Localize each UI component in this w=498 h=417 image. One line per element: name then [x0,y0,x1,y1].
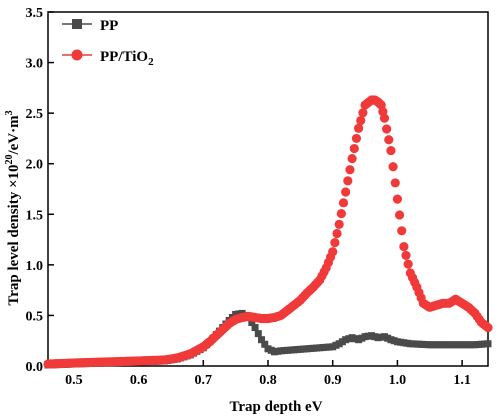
pp-point [251,324,259,332]
y-tick-label: 2.0 [26,158,44,173]
x-tick-label: 1.1 [453,373,471,388]
pp-tio2-point [390,178,400,188]
pp-tio2-point [345,165,355,175]
series-layer [43,95,493,369]
y-axis-title: Trap level density ×1020/eV·m3 [4,110,22,305]
pp-point [484,340,492,348]
legend-pp-label: PP [100,18,118,34]
pp-tio2-point [328,247,338,257]
pp-tio2-point [394,210,405,220]
pp-tio2-point [399,242,409,252]
pp-tio2-point [343,176,353,186]
pp-tio2-point [341,187,351,197]
x-tick-label: 0.8 [259,373,277,388]
y-tick-label: 1.0 [26,259,44,274]
pp-tio2-point [382,124,392,134]
legend-pp-marker [72,19,82,29]
pp-tio2-point [330,238,340,248]
pp-point [248,319,256,327]
pp-tio2-point [349,143,359,154]
pp-tio2-point [353,123,364,133]
x-axis-title: Trap depth eV [229,399,322,415]
pp-tio2-point [334,219,344,229]
pp-tio2-point [351,133,362,144]
pp-tio2-point [358,108,368,118]
pp-tio2-point [392,194,403,204]
x-tick-label: 0.5 [65,373,83,388]
pp-tio2-point [332,228,342,239]
axes: 0.5 0.6 0.7 0.8 0.9 1.0 1.1 0.0 0.5 1.0 1.5 2.0 2.5 3… [26,6,489,388]
plot-frame [47,11,489,367]
y-tick-label: 3.0 [26,57,44,72]
y-tick-label: 1.5 [26,208,44,223]
pp-tio2-point [388,162,398,172]
y-tick-label: 0.5 [26,309,44,324]
y-tick-label: 2.5 [26,107,44,122]
legend-tio2-label: PP/TiO2 [100,49,154,68]
pp-tio2-point [401,250,411,261]
series-pp-tio2 [43,95,493,369]
pp-tio2-point [336,209,346,219]
pp-tio2-point [397,226,407,236]
pp-tio2-point [379,113,390,123]
legend: PP PP/TiO2 [62,18,154,68]
y-tick-label: 3.5 [26,6,44,21]
pp-point [258,336,266,344]
x-tick-label: 0.9 [324,373,342,388]
pp-tio2-point [338,198,349,208]
pp-point [254,330,262,338]
legend-tio2-marker [71,49,83,61]
pp-tio2-point [386,145,396,156]
pp-tio2-point [384,135,394,145]
pp-tio2-point [356,115,366,126]
x-tick-label: 0.7 [195,373,213,388]
pp-tio2-point [403,259,413,269]
pp-tio2-point [347,154,357,164]
y-tick-label: 0.0 [26,360,44,375]
pp-tio2-point [483,322,493,333]
x-tick-label: 0.6 [130,373,148,388]
x-tick-label: 1.0 [389,373,407,388]
pp-point [261,340,269,348]
